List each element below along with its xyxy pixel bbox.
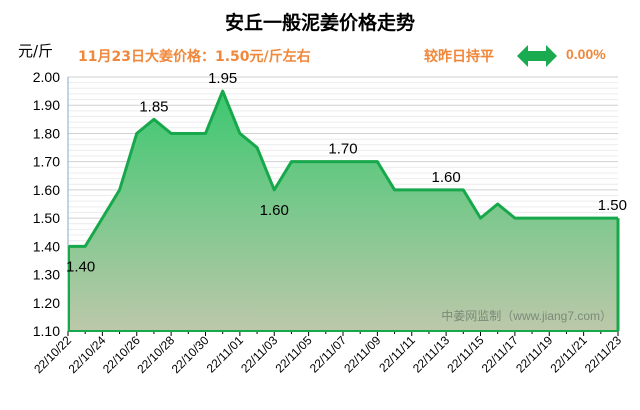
price-line [68, 89, 618, 248]
x-tick-label: 22/11/09 [341, 333, 384, 376]
x-tick-label: 22/11/01 [204, 333, 247, 376]
left-right-arrow-icon [517, 45, 557, 67]
x-tick-label: 22/11/05 [272, 333, 315, 376]
y-tick-label: 1.70 [33, 154, 60, 170]
y-axis-unit: 元/斤 [18, 42, 54, 60]
x-tick-label: 22/10/30 [169, 333, 212, 376]
data-label: 1.60 [260, 202, 289, 219]
area-fill [68, 91, 618, 331]
x-tick-label: 22/11/15 [444, 333, 487, 376]
y-tick-label: 1.30 [33, 267, 60, 283]
data-label: 1.70 [328, 141, 357, 158]
x-tick-label: 22/11/13 [410, 333, 453, 376]
x-tick-label: 22/11/17 [479, 333, 522, 376]
y-tick-label: 1.80 [33, 125, 60, 141]
y-tick-label: 1.10 [33, 323, 60, 339]
y-tick-label: 1.20 [33, 295, 60, 311]
y-tick-label: 2.00 [33, 69, 60, 85]
x-tick-label: 22/11/21 [547, 333, 590, 376]
chart-title: 安丘一般泥姜价格走势 [224, 12, 415, 34]
y-tick-label: 1.60 [33, 182, 60, 198]
data-label: 1.50 [598, 197, 627, 214]
watermark: 中姜网监制（www.jiang7.com） [441, 308, 612, 323]
price-info: 11月23日大姜价格：1.50元/斤左右 [78, 49, 311, 65]
data-label: 1.40 [66, 258, 95, 275]
data-label: 1.60 [432, 169, 461, 186]
y-tick-label: 1.40 [33, 238, 60, 254]
y-tick-label: 1.90 [33, 97, 60, 113]
change-percent: 0.00% [566, 46, 606, 62]
data-label: 1.95 [208, 70, 237, 87]
x-tick-label: 22/11/19 [513, 333, 556, 376]
comparison-text: 较昨日持平 [424, 49, 494, 65]
x-tick-label: 22/11/03 [238, 333, 281, 376]
y-tick-label: 1.50 [33, 210, 60, 226]
x-tick-label: 22/11/07 [307, 333, 350, 376]
data-label: 1.85 [139, 98, 168, 115]
x-tick-label: 22/11/23 [582, 333, 625, 376]
